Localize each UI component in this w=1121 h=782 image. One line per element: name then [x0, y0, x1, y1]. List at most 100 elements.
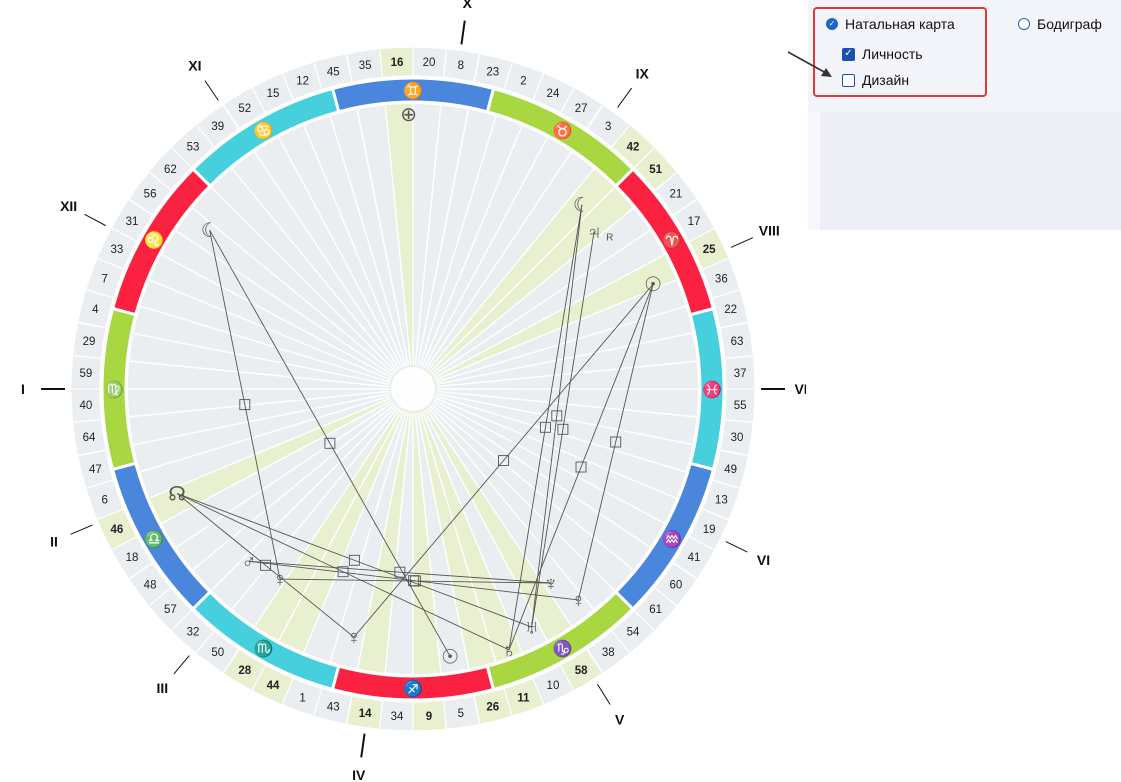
- gate-spoke: [429, 187, 616, 373]
- gate-number: 3: [605, 121, 611, 133]
- gate-number: 22: [724, 304, 737, 316]
- house-label: XI: [188, 58, 201, 74]
- gate-number: 1: [299, 692, 305, 704]
- active-gate-wedge: [413, 254, 677, 389]
- active-gate-wedge: [413, 389, 572, 641]
- planet-moon-left-icon: ☾: [201, 220, 219, 242]
- gate-spoke: [210, 405, 397, 591]
- gate-number: 37: [734, 368, 747, 380]
- house-tick: [70, 524, 93, 535]
- design-checkbox[interactable]: Дизайн: [842, 72, 909, 88]
- gate-number: 62: [164, 164, 177, 176]
- zodiac-sign-icon: ♉: [553, 121, 573, 140]
- aspect-line: [508, 283, 654, 651]
- gate-number: 41: [688, 552, 701, 564]
- gate-spoke: [425, 408, 573, 627]
- planet-venus-right-icon: ♀: [571, 590, 586, 612]
- gate-number: 11: [517, 692, 530, 704]
- gate-number: 64: [83, 432, 96, 444]
- gate-spoke: [129, 360, 390, 388]
- gate-spoke: [133, 393, 390, 446]
- chart-center: [391, 367, 435, 411]
- zodiac-sign-icon: ♐: [403, 679, 423, 698]
- planet-mars-icon: ♂: [241, 551, 256, 573]
- gate-number: 55: [734, 400, 747, 412]
- highlight-box: [813, 7, 987, 97]
- gate-number: 40: [79, 400, 92, 412]
- zodiac-sign-icon: ♌: [144, 231, 164, 250]
- natal-chart-label: Натальная карта: [845, 16, 955, 32]
- gate-spoke: [427, 168, 595, 371]
- natal-chart: ♓♈♉♊♋♌♍♎♏♐♑♒ 376322362517215142327242238…: [21, 0, 806, 782]
- gate-number: 18: [126, 552, 139, 564]
- gate-number: 34: [391, 711, 404, 723]
- gate-spoke: [129, 390, 390, 418]
- aspect-marker: [610, 436, 622, 448]
- gate-spoke: [303, 125, 405, 368]
- aspect-line: [209, 230, 281, 580]
- house-label: III: [156, 680, 168, 696]
- gate-spoke: [384, 412, 412, 673]
- gate-number: 20: [423, 57, 436, 69]
- gate-spoke: [416, 109, 470, 366]
- checkbox-empty-icon: [842, 73, 855, 87]
- gate-spoke: [192, 403, 395, 571]
- aspect-line: [353, 283, 654, 638]
- house-label: I: [21, 381, 25, 397]
- zodiac-sign-icon: ♏: [254, 639, 274, 658]
- aspect-line: [176, 493, 510, 651]
- gate-number: 14: [359, 708, 372, 720]
- bodygraph-radio[interactable]: Бодиграф: [1018, 16, 1102, 32]
- gate-spoke: [175, 401, 394, 549]
- house-tick: [204, 80, 219, 101]
- aspect-line: [508, 204, 583, 650]
- gate-number: 2: [520, 76, 526, 88]
- gate-spoke: [253, 151, 401, 370]
- gate-spoke: [192, 207, 395, 375]
- aspect-line: [248, 560, 551, 584]
- natal-chart-radio[interactable]: ✓ Натальная карта: [826, 16, 955, 32]
- retrograde-marker: R: [606, 233, 613, 244]
- zodiac-sign-icon: ♈: [662, 231, 682, 250]
- zodiac-sign-icon: ♒: [662, 530, 682, 549]
- gate-spoke: [431, 403, 634, 571]
- gate-spoke: [432, 229, 651, 377]
- planet-uranus-icon: ♅: [524, 617, 539, 639]
- gate-number: 28: [238, 665, 251, 677]
- gate-spoke: [161, 399, 393, 524]
- gate-spoke: [436, 360, 697, 388]
- zodiac-segment: [613, 461, 716, 612]
- house-tick: [725, 541, 748, 553]
- aspect-line: [176, 493, 355, 638]
- gate-number: 26: [486, 702, 499, 714]
- house-label: II: [50, 533, 58, 549]
- gate-spoke: [433, 254, 665, 379]
- house-tick: [360, 733, 366, 758]
- gate-spoke: [423, 409, 548, 641]
- gate-spoke: [419, 411, 497, 662]
- gate-spoke: [329, 411, 407, 662]
- aspect-marker: [324, 437, 336, 449]
- planet-moon-right-icon: ☾: [573, 195, 591, 217]
- gate-number: 35: [359, 60, 372, 72]
- aspect-marker: [260, 559, 271, 571]
- aspect-marker: [239, 399, 251, 411]
- gate-spoke: [278, 409, 403, 641]
- house-label: V: [615, 712, 625, 728]
- gate-number: 54: [627, 627, 640, 639]
- gate-spoke: [425, 151, 572, 370]
- gate-number: 61: [649, 604, 662, 616]
- gate-spokes: [127, 103, 699, 675]
- gate-spoke: [231, 168, 399, 371]
- gate-number: 15: [267, 88, 280, 100]
- gate-spoke: [414, 412, 442, 673]
- gate-number: 29: [83, 336, 96, 348]
- gate-spoke: [421, 125, 523, 368]
- aspect-marker: [551, 410, 563, 422]
- gate-number: 53: [187, 141, 200, 153]
- gate-number: 46: [111, 524, 124, 536]
- gate-spoke: [231, 407, 399, 610]
- gate-number: 60: [670, 579, 683, 591]
- gate-number-ring: 3763223625172151423272422382016354512155…: [70, 46, 756, 732]
- personality-checkbox[interactable]: ✓ Личность: [842, 46, 923, 62]
